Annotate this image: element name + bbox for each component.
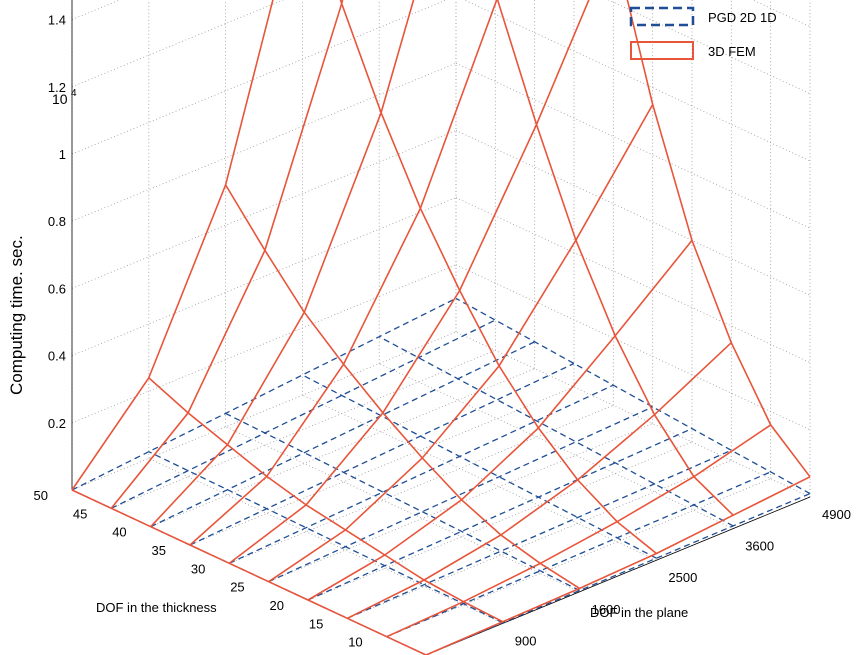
legend-label-fem: 3D FEM (708, 44, 756, 59)
fem-mesh-line-x25 (268, 104, 654, 583)
fem-mesh-line-x10 (386, 424, 772, 638)
legend-entry-fem: 3D FEM (630, 41, 756, 60)
y-tick-3600: 3600 (745, 539, 774, 554)
pgd-mesh-line-x45 (111, 319, 496, 509)
fem-mesh-line-x15 (346, 342, 732, 620)
legend-entry-pgd: PGD 2D 1D (629, 6, 777, 27)
axes-box (71, 0, 811, 655)
pgd-mesh-line-x40 (150, 341, 535, 528)
pgd-mesh-line-y3600 (378, 336, 734, 527)
legend: PGD 2D 1D 3D FEM (629, 6, 777, 60)
z-exponent-power: 4 (71, 88, 77, 99)
pgd-mesh-line-x35 (189, 362, 575, 546)
fem-mesh-line-x20 (307, 239, 693, 601)
fem-mesh-line-x5 (425, 476, 811, 655)
x-tick-25: 25 (230, 580, 244, 595)
z-tick-0.2: 0.2 (48, 416, 66, 431)
x-tick-35: 35 (152, 543, 166, 558)
x-tick-45: 45 (73, 506, 87, 521)
x-tick-30: 30 (191, 561, 205, 576)
y-tick-1600: 1600 (592, 602, 621, 617)
fem-mesh-line-x45 (110, 0, 344, 509)
x-tick-40: 40 (112, 525, 126, 540)
fem-mesh-line-x35 (189, 0, 498, 546)
pgd-mesh-line-y1600 (225, 412, 580, 592)
z-tick-1: 1 (59, 147, 66, 162)
pgd-mesh-line-x30 (229, 384, 614, 564)
pgd-mesh-line-y4900 (455, 297, 811, 495)
z-tick-0.8: 0.8 (48, 214, 66, 229)
y-tick-900: 900 (515, 633, 537, 648)
y-tick-2500: 2500 (668, 570, 697, 585)
x-tick-15: 15 (309, 616, 323, 631)
pgd-mesh-line-y900 (148, 451, 504, 624)
pgd-mesh-line-x20 (307, 428, 693, 601)
legend-label-pgd: PGD 2D 1D (708, 10, 777, 25)
fem-mesh-line-y2500 (339, 0, 657, 555)
y-axis-title: DOF in the plane (590, 605, 688, 620)
fem-mesh-line-y3600 (496, 0, 734, 516)
fem-mesh-line-x40 (150, 0, 415, 528)
fem-mesh-line-y900 (148, 377, 504, 623)
pgd-mesh-line-x25 (268, 406, 653, 583)
fem-mesh-line-y4900 (626, 0, 811, 478)
x-tick-20: 20 (270, 598, 284, 613)
x-tick-50: 50 (34, 488, 48, 503)
fem-mesh-line-y100 (71, 489, 427, 655)
z-tick-0.6: 0.6 (48, 281, 66, 296)
y-tick-4900: 4900 (822, 507, 851, 522)
z-tick-1.2: 1.2 (48, 80, 66, 95)
pgd-mesh-line-x15 (347, 449, 732, 619)
fem-mesh-line-y1600 (224, 184, 581, 590)
pgd-mesh-line-y2500 (302, 374, 657, 559)
x-tick-10: 10 (348, 635, 362, 650)
z-axis-title: Computing time. sec. (7, 235, 26, 395)
legend-swatch-fem (630, 41, 694, 60)
x-axis-title: DOF in the thickness (96, 600, 217, 615)
x-tick-5: 5 (395, 653, 402, 655)
legend-swatch-pgd (629, 6, 695, 27)
fem-mesh-line-x50 (71, 0, 274, 491)
pgd-mesh-line-x50 (71, 297, 457, 491)
tick-labels: 5101520253035404550100900160025003600490… (34, 13, 851, 655)
z-tick-0.4: 0.4 (48, 349, 66, 364)
grid-lines (71, 0, 811, 655)
z-exponent-base: 10 (52, 91, 68, 107)
fem-mesh-line-x30 (228, 0, 590, 564)
series-3d-fem (71, 0, 811, 655)
z-tick-1.4: 1.4 (48, 13, 66, 28)
